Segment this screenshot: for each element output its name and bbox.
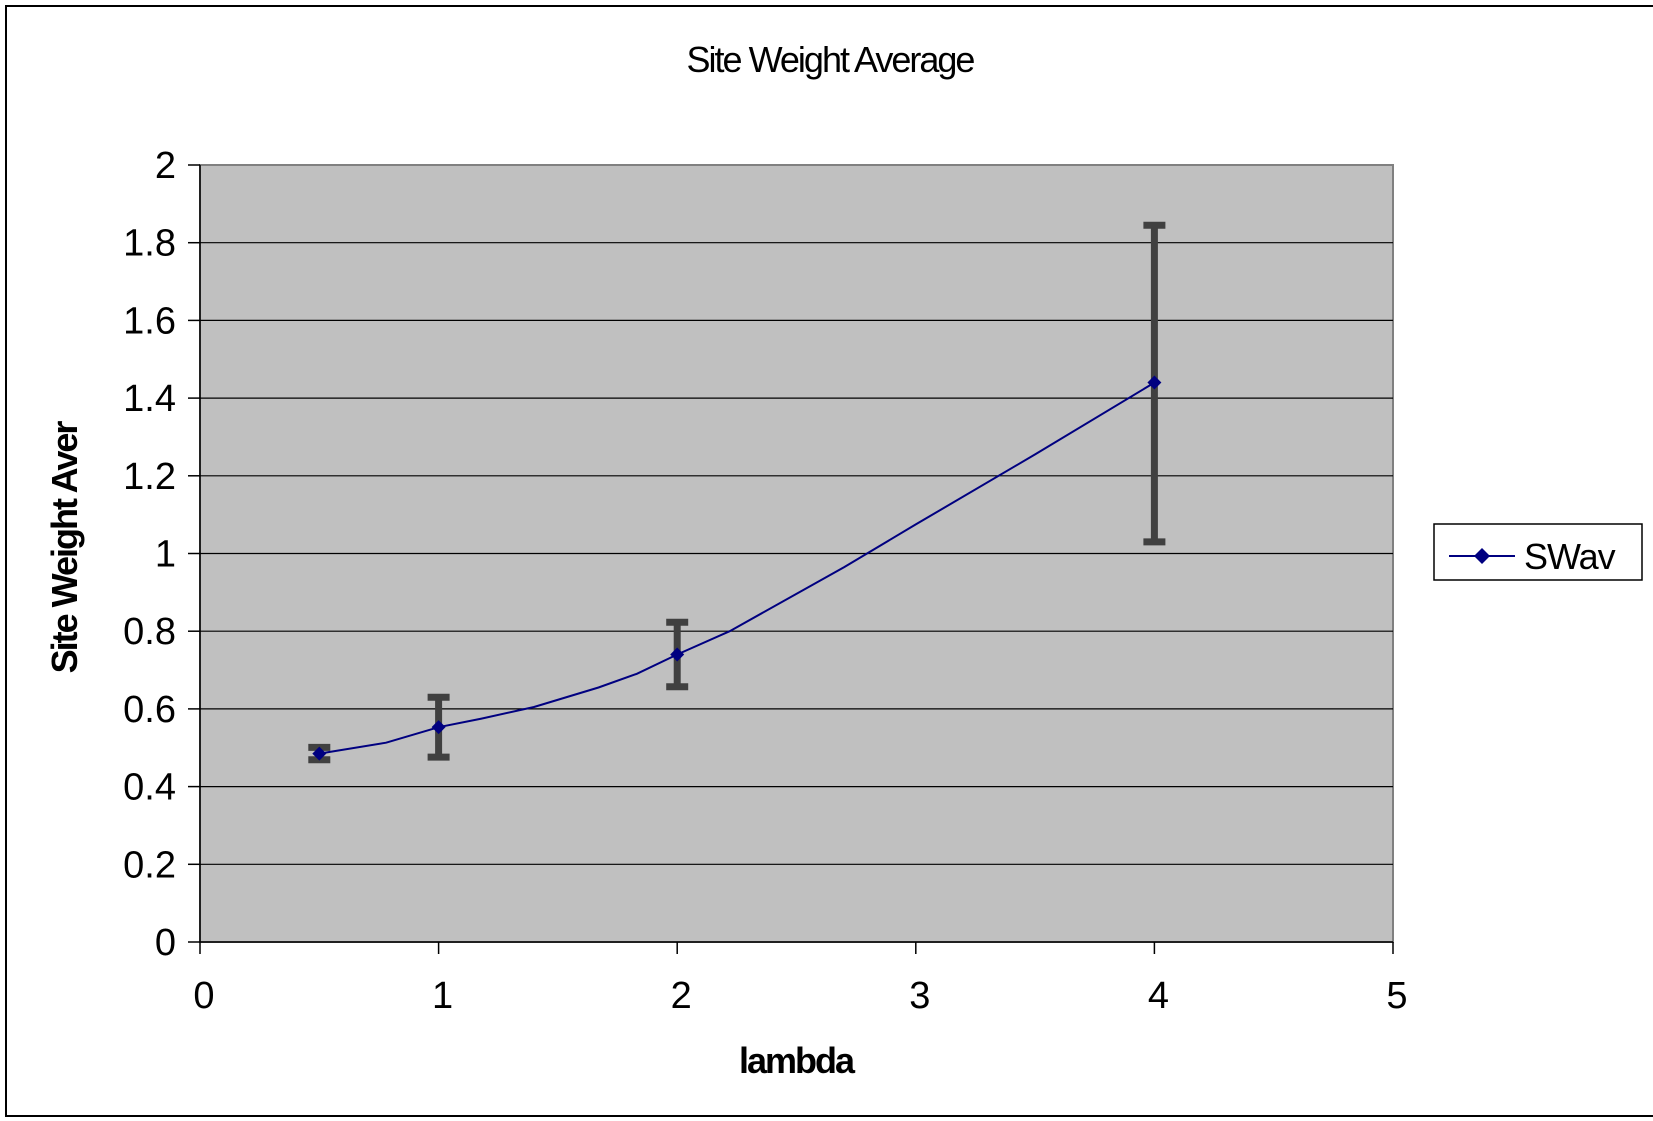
axes: 0 0.2 0.4 0.6 0.8 1 1.2 1.4 1.6 1.8 2 0 1 2 3 4 5 <box>123 145 1407 1017</box>
y-axis-title: Site Weight Aver <box>44 421 85 674</box>
x-tick-label-3: 3 <box>909 975 930 1017</box>
data-point-0 <box>312 746 327 761</box>
y-tick-label-3: 0.6 <box>123 689 176 731</box>
y-tick-label-7: 1.4 <box>123 378 176 420</box>
x-tick-label-0: 0 <box>193 975 214 1017</box>
data-point-3 <box>1147 375 1162 390</box>
y-tick-label-8: 1.6 <box>123 300 176 342</box>
y-tick-label-9: 1.8 <box>123 223 176 265</box>
series-layer <box>312 375 1162 761</box>
data-point-2 <box>670 647 685 662</box>
y-tick-label-5: 1 <box>155 534 176 576</box>
x-tick-label-2: 2 <box>671 975 692 1017</box>
legend-label-swav: SWav <box>1524 536 1616 577</box>
y-tick-label-4: 0.8 <box>123 611 176 653</box>
y-tick-label-1: 0.2 <box>123 844 176 886</box>
legend-box <box>1433 523 1643 581</box>
y-tick-label-0: 0 <box>155 922 176 964</box>
chart-title: Site Weight Average <box>687 39 975 80</box>
y-tick-label-2: 0.4 <box>123 767 176 809</box>
x-tick-label-4: 4 <box>1148 975 1169 1017</box>
data-point-1 <box>431 720 446 735</box>
x-tick-label-1: 1 <box>432 975 453 1017</box>
y-tick-label-10: 2 <box>155 145 176 187</box>
y-tick-label-6: 1.2 <box>123 456 176 498</box>
x-tick-label-5: 5 <box>1386 975 1407 1017</box>
legend: SWav <box>1433 523 1643 581</box>
gridlines <box>200 242 1393 865</box>
x-axis-title: lambda <box>739 1040 856 1081</box>
legend-marker-swav <box>1474 548 1490 564</box>
